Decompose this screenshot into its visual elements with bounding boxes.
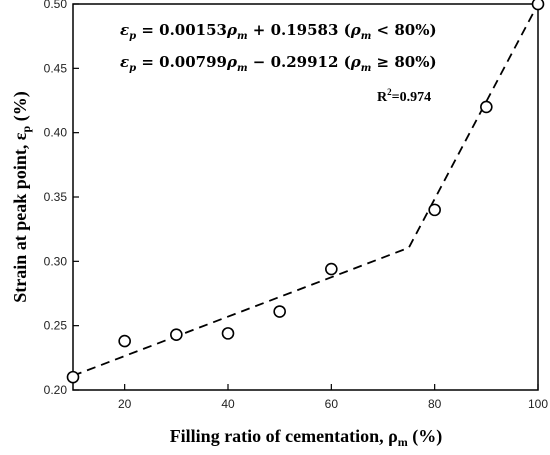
y-axis-ticks: 0.20 0.25 0.30 0.35 0.40 0.45 0.50	[44, 0, 79, 397]
data-points-layer	[66, 0, 545, 384]
data-point	[118, 334, 131, 348]
data-point	[170, 328, 183, 341]
data-point	[325, 262, 338, 276]
fit-line-layer	[72, 3, 539, 377]
data-point	[221, 327, 235, 340]
y-tick-label: 0.35	[44, 190, 68, 204]
x-tick-label: 40	[221, 397, 235, 411]
x-axis-title: Filling ratio of cementation, ρm (%)	[170, 426, 443, 449]
x-tick-label: 80	[428, 397, 442, 411]
x-tick-label: 100	[528, 397, 548, 411]
data-point	[428, 203, 441, 217]
fit-line	[72, 3, 539, 377]
data-point	[531, 0, 545, 11]
y-tick-label: 0.40	[44, 126, 68, 140]
x-tick-label: 60	[325, 397, 339, 411]
equation-1: εp = 0.00153ρm + 0.19583 (ρm < 80%)	[120, 21, 437, 42]
equation-2: εp = 0.00799ρm − 0.29912 (ρm ≥ 80%)	[120, 53, 437, 74]
data-point	[273, 305, 286, 318]
y-tick-label: 0.20	[44, 383, 68, 397]
data-point	[66, 370, 80, 384]
data-point	[480, 100, 493, 114]
y-tick-label: 0.25	[44, 319, 68, 333]
y-tick-label: 0.50	[44, 0, 68, 11]
r-squared-label: R2=0.974	[377, 87, 431, 105]
y-tick-label: 0.30	[44, 254, 68, 268]
x-axis-ticks: 20 40 60 80 100	[118, 384, 548, 411]
y-axis-title: Strain at peak point, εp (%)	[10, 91, 33, 302]
x-tick-label: 20	[118, 397, 132, 411]
y-tick-label: 0.45	[44, 61, 68, 75]
